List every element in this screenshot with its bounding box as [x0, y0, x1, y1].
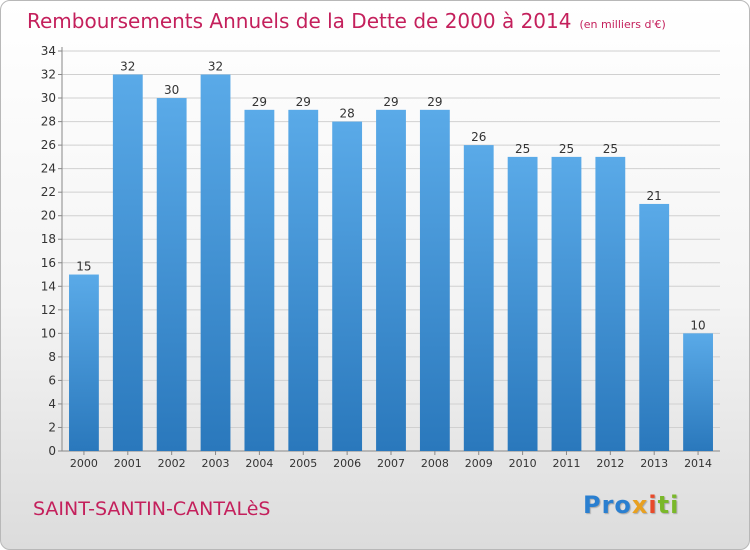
bar [419, 109, 450, 451]
logo-part-1: Pro [583, 491, 632, 519]
data-label: 32 [208, 60, 223, 74]
data-label: 29 [383, 95, 398, 109]
bar [200, 74, 231, 451]
bar [69, 274, 99, 451]
x-tick-label: 2002 [158, 457, 186, 470]
data-label: 32 [120, 60, 135, 74]
y-tick-label: 18 [41, 232, 56, 246]
y-tick-label: 12 [41, 303, 56, 317]
y-tick-label: 28 [41, 115, 56, 129]
data-labels: 15 32 30 32 29 29 28 29 29 26 25 25 25 21 10 [76, 60, 705, 333]
chart-title: Remboursements Annuels de la Dette de 20… [27, 9, 666, 33]
data-label: 30 [164, 83, 179, 97]
y-tick-label: 32 [41, 68, 56, 82]
bar [683, 333, 713, 451]
bar [288, 109, 319, 451]
y-tick-label: 20 [41, 209, 56, 223]
logo-part-3: i [648, 491, 658, 519]
y-tick-label: 26 [41, 138, 56, 152]
data-label: 25 [515, 142, 530, 156]
y-tick-label: 0 [48, 444, 56, 458]
data-label: 29 [427, 95, 442, 109]
data-label: 15 [76, 260, 91, 274]
commune-name: SAINT-SANTIN-CANTALèS [33, 498, 271, 520]
y-tick-label: 14 [41, 279, 56, 293]
x-tick-label: 2007 [377, 457, 405, 470]
y-tick-label: 6 [48, 373, 56, 387]
data-label: 28 [339, 107, 354, 121]
bar [156, 98, 187, 451]
title-text: Remboursements Annuels de la Dette de 20… [27, 9, 572, 33]
data-label: 25 [603, 142, 618, 156]
bar [507, 156, 538, 451]
y-tick-label: 4 [48, 397, 56, 411]
y-tick-label: 8 [48, 350, 56, 364]
data-label: 25 [559, 142, 574, 156]
x-tick-label: 2000 [70, 457, 98, 470]
x-tick-label: 2006 [333, 457, 361, 470]
x-tick-label: 2012 [596, 457, 624, 470]
bar [463, 145, 494, 451]
data-label: 29 [252, 95, 267, 109]
bar [376, 109, 406, 451]
bar [244, 109, 275, 451]
x-tick-label: 2003 [202, 457, 230, 470]
y-tick-label: 22 [41, 185, 56, 199]
y-tick-label: 10 [41, 326, 56, 340]
x-tick-label: 2011 [552, 457, 580, 470]
x-tick-label: 2005 [289, 457, 317, 470]
x-tick-label: 2013 [640, 457, 668, 470]
x-tick-label: 2004 [245, 457, 273, 470]
x-tick-label: 2014 [684, 457, 712, 470]
y-tick-label: 30 [41, 91, 56, 105]
bar [112, 74, 143, 451]
y-tick-label: 16 [41, 256, 56, 270]
data-label: 10 [690, 318, 705, 332]
data-label: 26 [471, 130, 486, 144]
bar [639, 203, 670, 451]
x-axis-ticks: 2000 2001 2002 2003 2004 2005 2006 2007 2008 2009… [70, 451, 712, 470]
data-label: 21 [647, 189, 662, 203]
unit-label: (en milliers d'€) [579, 18, 666, 31]
bar [595, 156, 626, 451]
x-tick-label: 2001 [114, 457, 142, 470]
x-tick-label: 2009 [465, 457, 493, 470]
bar [551, 156, 582, 451]
logo-part-4: ti [657, 491, 680, 519]
y-tick-label: 2 [48, 420, 56, 434]
proxiti-logo[interactable]: Proxiti [583, 491, 679, 519]
data-label: 29 [296, 95, 311, 109]
x-tick-label: 2010 [509, 457, 537, 470]
bar [332, 121, 363, 452]
y-tick-label: 34 [41, 44, 56, 58]
x-tick-label: 2008 [421, 457, 449, 470]
bars [69, 74, 713, 452]
y-tick-label: 24 [41, 162, 56, 176]
logo-part-2: x [631, 491, 649, 519]
